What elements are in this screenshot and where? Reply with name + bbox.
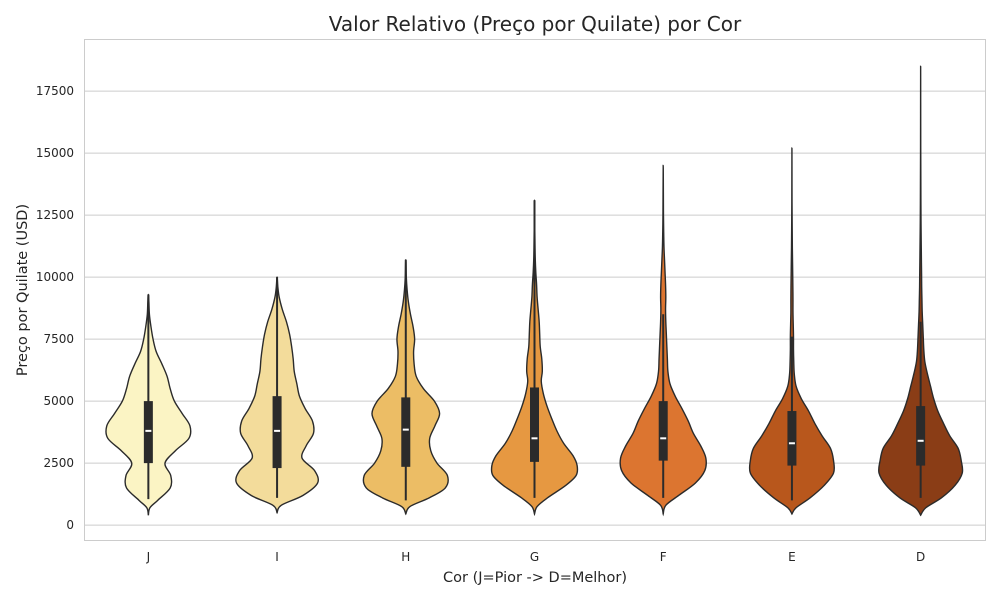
iqr-box-G xyxy=(530,387,539,462)
violin-E xyxy=(748,147,836,516)
y-axis-ticks: 0 2500 5000 7500 10000 12500 15000 17500 xyxy=(36,84,74,532)
x-tick-label-J: J xyxy=(146,550,151,564)
violin-F xyxy=(619,164,707,517)
chart-title: Valor Relativo (Preço por Quilate) por C… xyxy=(329,12,742,36)
plot-frame xyxy=(84,39,986,541)
violin-body-D xyxy=(877,64,964,517)
iqr-box-H xyxy=(401,397,411,467)
iqr-box-F xyxy=(658,401,668,461)
x-tick-label-H: H xyxy=(401,550,410,564)
violin-G xyxy=(490,199,579,517)
y-tick-label: 7500 xyxy=(43,332,74,346)
y-tick-label: 12500 xyxy=(36,208,74,222)
y-tick-label: 2500 xyxy=(43,456,74,470)
y-axis-label: Preço por Quilate (USD) xyxy=(15,204,31,376)
x-tick-label-I: I xyxy=(275,550,279,564)
y-tick-label: 0 xyxy=(66,518,74,532)
x-tick-label-E: E xyxy=(788,550,796,564)
iqr-box-J xyxy=(143,401,153,464)
violin-D xyxy=(877,64,964,517)
violin-H xyxy=(362,259,449,516)
violin-body-E xyxy=(748,147,836,516)
y-tick-label: 15000 xyxy=(36,146,74,160)
y-tick-label: 17500 xyxy=(36,84,74,98)
x-axis-label: Cor (J=Pior -> D=Melhor) xyxy=(443,570,627,586)
x-tick-label-G: G xyxy=(530,550,539,564)
x-tick-label-D: D xyxy=(916,550,925,564)
violins xyxy=(105,64,964,517)
x-tick-label-F: F xyxy=(660,550,667,564)
violin-I xyxy=(235,276,320,515)
y-tick-label: 10000 xyxy=(36,270,74,284)
violin-J xyxy=(105,293,192,516)
y-tick-label: 5000 xyxy=(43,394,74,408)
iqr-box-D xyxy=(916,406,926,466)
iqr-box-I xyxy=(272,396,282,469)
iqr-box-E xyxy=(787,411,797,466)
